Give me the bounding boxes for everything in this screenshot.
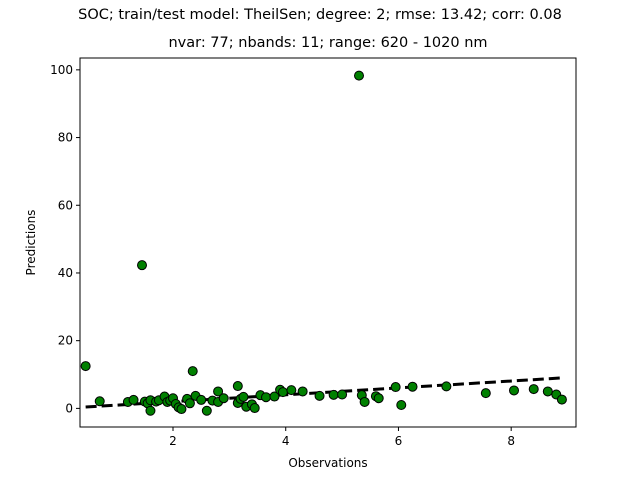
data-point (232, 381, 243, 392)
data-point (354, 70, 364, 81)
data-point (509, 385, 519, 396)
data-point (176, 404, 187, 415)
x-axis-label: Observations (288, 456, 367, 470)
chart-subtitle: nvar: 77; nbands: 11; range: 620 - 1020 … (168, 35, 488, 51)
data-point (337, 389, 348, 400)
data-point (145, 405, 156, 416)
data-point (314, 390, 325, 401)
data-point (390, 382, 401, 393)
x-tick-label: 8 (507, 434, 515, 448)
data-point (556, 394, 567, 405)
data-point (184, 398, 195, 409)
data-point (542, 386, 553, 397)
data-point (373, 393, 384, 404)
data-point (261, 392, 271, 403)
data-point (196, 394, 207, 405)
data-point (80, 361, 91, 372)
x-tick-label: 2 (169, 434, 177, 448)
plot-frame (79, 57, 577, 428)
data-point (297, 386, 308, 397)
y-tick-label: 40 (58, 266, 73, 280)
x-tick-label: 6 (395, 434, 403, 448)
data-point (249, 403, 260, 414)
y-tick-label: 0 (65, 401, 73, 415)
y-tick-label: 20 (58, 334, 73, 348)
data-point (441, 381, 452, 392)
y-axis-label: Predictions (24, 210, 38, 276)
data-point (528, 384, 539, 395)
data-point (213, 386, 224, 397)
data-point (137, 260, 147, 271)
data-point (328, 389, 339, 400)
data-point (238, 391, 249, 402)
data-point (128, 394, 139, 405)
data-point (94, 396, 105, 407)
data-point (187, 366, 198, 377)
data-point (286, 385, 297, 396)
data-point (277, 387, 288, 398)
y-tick-label: 100 (50, 63, 73, 77)
y-tick-label: 60 (58, 198, 73, 212)
data-point (396, 399, 407, 410)
data-point (407, 381, 418, 392)
data-point (201, 405, 212, 416)
x-tick-label: 4 (282, 434, 290, 448)
data-point (359, 396, 370, 407)
data-point (480, 388, 491, 399)
data-point (269, 391, 280, 402)
data-point (218, 393, 229, 404)
chart-title: SOC; train/test model: TheilSen; degree:… (78, 7, 562, 23)
y-tick-label: 80 (58, 131, 73, 145)
